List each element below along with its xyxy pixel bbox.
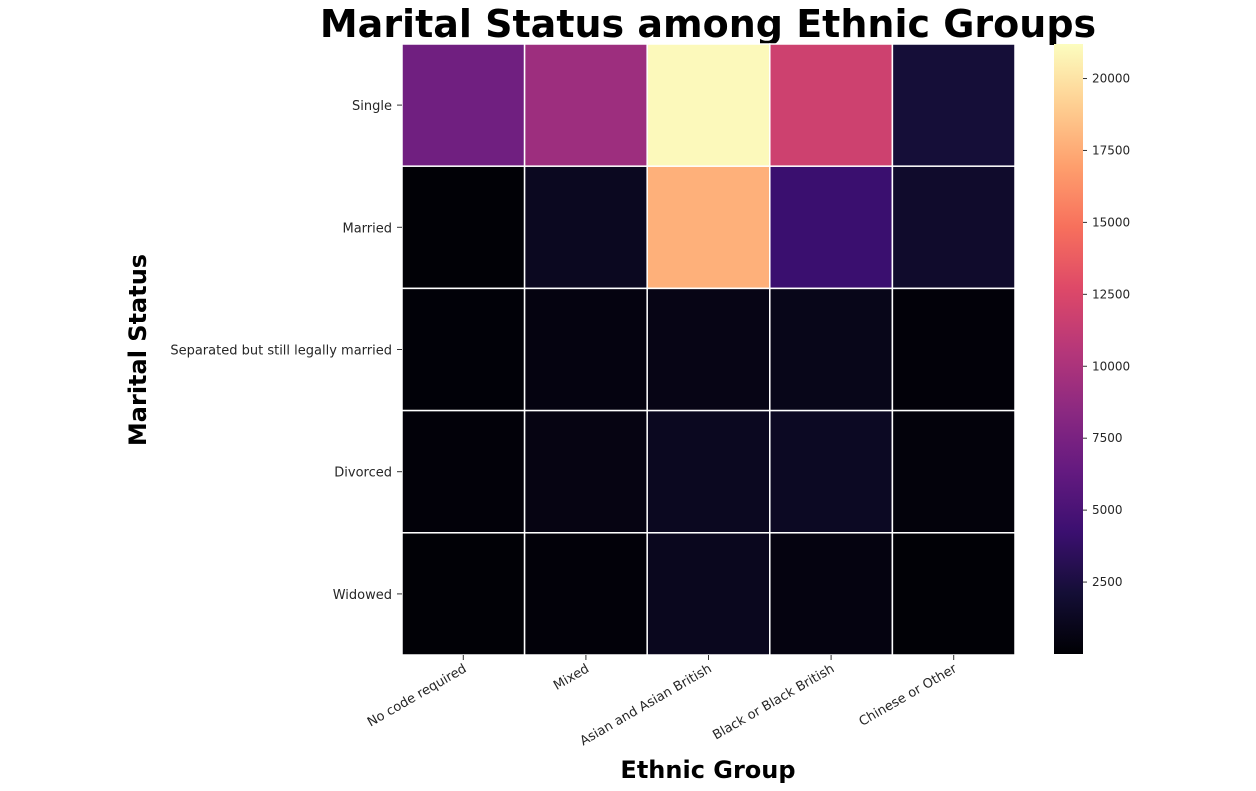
colorbar-tick-label: 5000 [1092,503,1123,517]
y-tick-label: Widowed [333,588,392,603]
y-tick-label: Divorced [334,466,392,481]
heatmap-cell [646,532,771,656]
heatmap-cell [523,165,648,290]
colorbar-tick-label: 15000 [1092,215,1130,229]
y-tick-label: Single [352,99,392,114]
heatmap-cell [891,287,1016,412]
heatmap-cell [891,409,1016,534]
heatmap-cell [401,287,526,412]
x-tick-label: Mixed [551,661,592,693]
heatmap-cell [769,43,894,167]
y-tick-labels: Single Married Separated but still legally… [170,99,402,603]
heatmap-cell [769,409,894,534]
chart-title: Marital Status among Ethnic Groups [320,2,1096,46]
heatmap-cell [401,165,526,290]
heatmap-cell [769,287,894,412]
colorbar-tick-label: 10000 [1092,359,1130,373]
x-tick-label: Chinese or Other [857,661,961,730]
heatmap-cells [401,43,1016,656]
heatmap-cell [646,287,771,412]
heatmap-cell [401,43,526,167]
heatmap-cell [523,43,648,167]
heatmap-cell [646,43,771,167]
colorbar-tick-label: 12500 [1092,287,1130,301]
y-axis-title: Marital Status [124,254,152,446]
y-tick-label: Separated but still legally married [170,344,392,359]
heatmap-cell [401,532,526,656]
colorbar: 2500 5000 7500 10000 12500 15000 17500 20000 [1054,44,1130,654]
heatmap-cell [891,43,1016,167]
heatmap-cell [891,532,1016,656]
colorbar-gradient [1054,44,1083,654]
heatmap-cell [523,287,648,412]
colorbar-tick-label: 17500 [1092,143,1130,157]
y-tick-label: Married [342,221,392,236]
colorbar-ticks: 2500 5000 7500 10000 12500 15000 17500 20000 [1083,72,1130,589]
x-tick-label: Asian and Asian British [578,661,715,749]
heatmap-cell [646,165,771,290]
colorbar-tick-label: 2500 [1092,575,1123,589]
heatmap-cell [891,165,1016,290]
x-axis-title: Ethnic Group [620,756,795,784]
x-tick-label: No code required [365,661,469,730]
heatmap-cell [401,409,526,534]
heatmap-cell [769,532,894,656]
colorbar-tick-label: 20000 [1092,72,1130,86]
heatmap-cell [769,165,894,290]
heatmap-cell [523,409,648,534]
x-tick-label: Black or Black British [710,661,837,743]
colorbar-tick-label: 7500 [1092,431,1123,445]
heatmap-cell [646,409,771,534]
heatmap-cell [523,532,648,656]
